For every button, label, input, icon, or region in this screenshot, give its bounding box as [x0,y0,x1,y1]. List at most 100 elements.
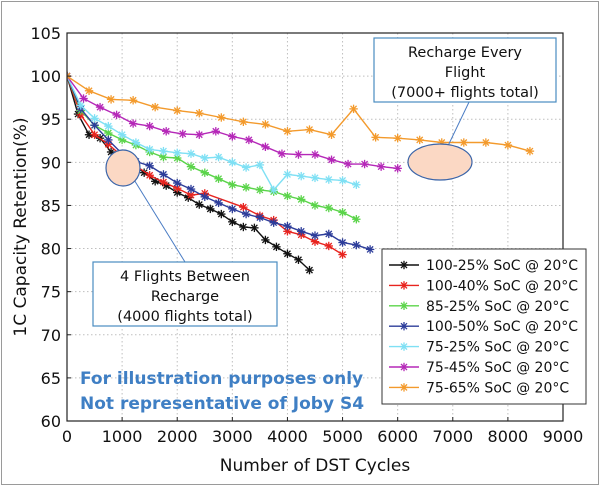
callout-line-3: (4000 flights total) [117,309,252,325]
callout-line-2: Recharge [151,289,219,305]
data-point-marker [173,178,182,188]
x-tick-label: 9000 [543,427,584,446]
series-line [67,75,357,192]
series-line [67,75,357,220]
data-point-marker [104,121,113,131]
data-point-marker [338,208,347,217]
data-point-marker [79,94,88,103]
data-point-marker [283,170,292,179]
series-7 [67,71,535,156]
tick-group: 0 1000 2000 3000 4000 5000 6000 7000 8000 9000 60 6… [30,24,583,446]
legend-entry: 100-40% SoC @ 20°C [389,278,578,294]
data-point-marker [173,148,182,158]
data-point-marker [128,119,138,128]
data-point-marker [343,159,353,169]
data-point-marker [159,177,168,187]
data-point-marker [159,170,168,179]
x-tick-label: 1000 [102,427,143,446]
data-point-marker [525,146,535,156]
watermark-line-2: Not representative of Joby S4 [80,394,364,414]
data-point-marker [128,96,138,105]
data-point-marker [283,127,292,136]
data-point-marker [145,171,154,180]
data-point-marker [324,175,333,184]
data-point-marker [150,102,160,112]
data-point-marker [376,162,386,171]
plot-border [66,32,564,422]
y-tick-label: 90 [41,153,61,172]
data-point-marker [327,130,336,139]
y-tick-label: 75 [41,283,61,302]
data-point-marker [338,176,347,185]
x-tick-label: 7000 [432,427,473,446]
data-point-marker [294,255,303,264]
data-point-marker [324,241,333,251]
data-point-marker [310,231,320,240]
legend-entry: 85-25% SoC @ 20°C [389,299,569,315]
legend-label: 100-50% SoC @ 20°C [426,319,578,335]
data-point-marker [294,150,303,159]
callout-line-3: (7000+ flights total) [391,85,539,101]
data-point-marker [200,168,209,177]
data-point-marker [145,121,154,131]
legend-label: 85-25% SoC @ 20°C [426,299,569,315]
data-point-marker [352,240,361,250]
legend-entry: 75-65% SoC @ 20°C [389,380,569,396]
data-point-marker [297,195,306,204]
legend-label: 100-25% SoC @ 20°C [426,258,578,274]
data-point-marker [228,158,237,167]
legend-marker-swatch [399,342,409,351]
data-point-marker [459,138,468,147]
data-point-marker [393,164,402,173]
data-point-marker [371,133,380,142]
data-point-marker [310,173,320,183]
data-point-marker [95,102,105,112]
x-tick-label: 3000 [212,427,253,446]
data-point-marker [305,125,314,134]
data-point-marker [239,202,248,212]
data-point-marker [324,229,333,239]
data-point-marker [186,184,196,194]
data-point-marker [349,104,358,114]
data-point-marker [255,160,265,170]
data-point-marker [214,174,223,183]
legend-marker-swatch [399,362,409,372]
callout-recharge-every-flight: Recharge Every Flight (7000+ flights tot… [373,37,557,181]
data-point-marker [503,140,513,150]
data-point-marker [244,135,254,145]
data-point-marker [269,218,278,227]
y-tick-label: 60 [41,412,61,431]
data-point-marker [106,95,116,104]
data-point-marker [90,130,99,139]
y-tick-label: 100 [30,67,61,86]
x-tick-label: 2000 [157,427,198,446]
data-point-marker [272,242,281,252]
data-point-marker [250,223,259,233]
callout-line-2: Flight [445,65,486,81]
data-point-marker [90,114,99,123]
y-tick-label: 70 [41,326,61,345]
data-point-marker [200,192,209,202]
legend-entry: 75-45% SoC @ 20°C [389,360,569,376]
data-point-marker [228,204,237,214]
legend-label: 100-40% SoC @ 20°C [426,278,578,294]
callout-box [92,261,278,327]
data-point-marker [214,198,223,208]
data-point-marker [352,215,361,224]
data-point-marker [283,191,292,201]
data-point-marker [200,153,209,163]
callout-highlight-ellipse [105,149,141,187]
legend-marker-swatch [399,383,409,392]
legend-entry: 100-25% SoC @ 20°C [389,258,578,274]
data-point-marker [393,133,402,143]
y-tick-label: 95 [41,110,61,129]
callout-line-1: 4 Flights Between [120,269,250,285]
data-point-marker [239,117,248,127]
data-point-marker [324,203,333,213]
data-point-marker [261,120,270,129]
legend: 100-25% SoC @ 20°C 100-40% SoC @ 20°C 85-2… [381,248,587,405]
data-point-marker [415,135,424,145]
data-point-marker [283,221,292,231]
legend-entry: 75-25% SoC @ 20°C [389,340,569,356]
